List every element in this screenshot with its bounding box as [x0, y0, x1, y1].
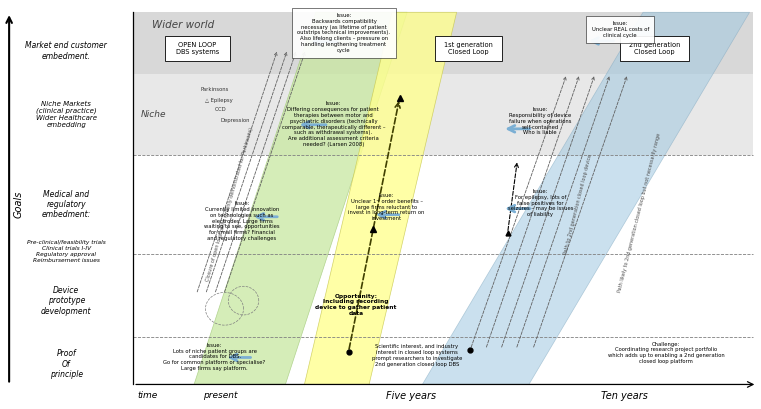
Text: Niche Markets
(clinical practice)
Wider Healthcare
embedding: Niche Markets (clinical practice) Wider …: [36, 101, 97, 128]
FancyBboxPatch shape: [435, 36, 502, 61]
Text: Market end customer
embedment.: Market end customer embedment.: [25, 41, 107, 61]
Text: Issue:
Unclear REAL costs of
clinical cycle: Issue: Unclear REAL costs of clinical cy…: [591, 21, 649, 38]
Text: Niche: Niche: [141, 110, 167, 119]
Text: Device
prototype
development: Device prototype development: [41, 286, 91, 315]
Text: Issue:
Differing consequences for patient
therapies between motor and
psychiatri: Issue: Differing consequences for patien…: [282, 101, 385, 147]
Text: Issue:
For epilepsy, lots of
false positives for
seizures – may be issues
of lia: Issue: For epilepsy, lots of false posit…: [508, 189, 573, 217]
Text: △ Epilepsy: △ Epilepsy: [205, 98, 233, 103]
Text: Wider world: Wider world: [152, 20, 215, 30]
Polygon shape: [304, 12, 457, 384]
Text: Issue:
Lots of niche patient groups are
candidates for DBS.
Go for common platfo: Issue: Lots of niche patient groups are …: [164, 343, 266, 371]
Bar: [133, 12, 753, 74]
Text: Issue:
Backwards compatibility
necessary (as lifetime of patient
outstrips techn: Issue: Backwards compatibility necessary…: [298, 13, 390, 53]
Text: Issue:
Unclear 1ˢᵗ order benefits –
large firms reluctant to
invest in long-term: Issue: Unclear 1ˢᵗ order benefits – larg…: [349, 193, 425, 221]
Text: Path likely to 2nd generation closed loop but not necessarily range: Path likely to 2nd generation closed loo…: [617, 133, 661, 293]
Text: 1st generation
Closed Loop: 1st generation Closed Loop: [444, 42, 493, 55]
Bar: [133, 74, 753, 155]
Text: Path to 2nd generation closed loop device: Path to 2nd generation closed loop devic…: [563, 154, 594, 255]
Text: Pre-clinical/feasibility trials
Clinical trials I-IV
Regulatory approval
Reimbur: Pre-clinical/feasibility trials Clinical…: [27, 240, 106, 263]
Text: Scientific interest, and industry
interest in closed loop systems
prompt researc: Scientific interest, and industry intere…: [372, 344, 462, 367]
Text: Ten years: Ten years: [600, 391, 648, 400]
Text: OPEN LOOP
DBS systems: OPEN LOOP DBS systems: [176, 42, 219, 55]
Text: Proof
Of
principle: Proof Of principle: [49, 349, 83, 379]
Text: Goals: Goals: [14, 191, 24, 218]
FancyBboxPatch shape: [165, 36, 230, 61]
Text: Depression: Depression: [221, 118, 250, 123]
Polygon shape: [194, 12, 407, 384]
Text: Issue:
Currently limited innovation
on technologies such as
electrodes. Large fi: Issue: Currently limited innovation on t…: [204, 201, 280, 241]
Polygon shape: [422, 12, 750, 384]
FancyBboxPatch shape: [620, 36, 689, 61]
Text: Opportunity:
Including recording
device to gather patient
data: Opportunity: Including recording device …: [316, 294, 396, 316]
Text: 2nd generation
Closed Loop: 2nd generation Closed Loop: [629, 42, 680, 55]
Text: Closure of open loop paths (mainly demonstrated for Parkinsons): Closure of open loop paths (mainly demon…: [205, 127, 254, 282]
Text: Parkinsons: Parkinsons: [200, 88, 228, 92]
Text: Challenge:
Coordinating research project portfolio
which adds up to enabling a 2: Challenge: Coordinating research project…: [607, 342, 724, 364]
Text: Medical and
regulatory
embedment:: Medical and regulatory embedment:: [42, 190, 91, 219]
Text: OCD: OCD: [215, 107, 226, 112]
Text: Five years: Five years: [386, 391, 436, 400]
Text: time: time: [137, 391, 158, 400]
Text: Issue:
Responsibility of device
failure when operations
self-contained
Who is li: Issue: Responsibility of device failure …: [509, 107, 572, 135]
Text: present: present: [203, 391, 238, 400]
